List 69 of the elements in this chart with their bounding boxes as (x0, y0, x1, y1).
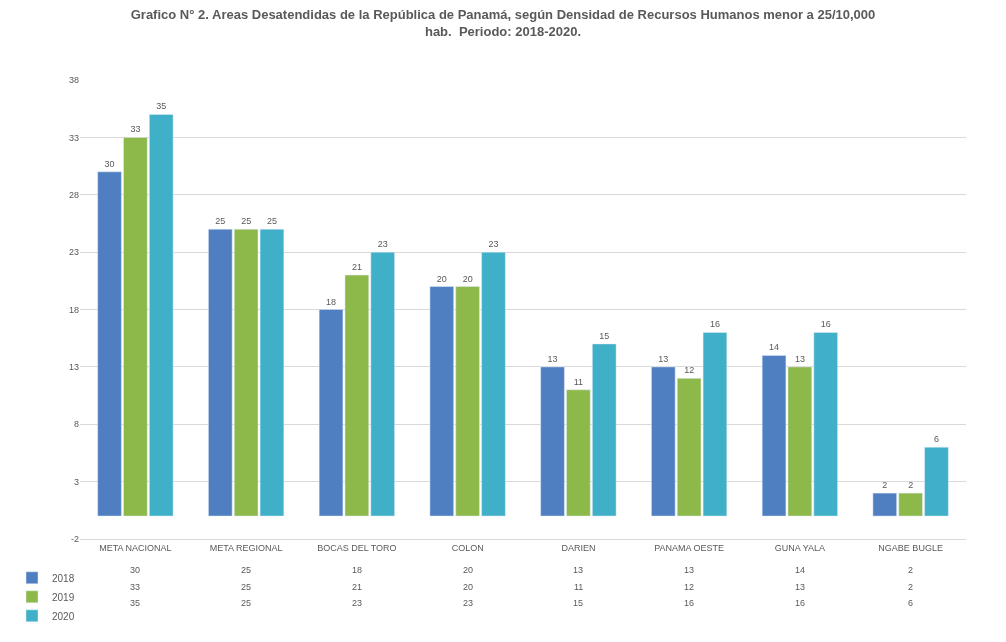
data-label: 23 (488, 239, 499, 250)
data-label: 2 (908, 480, 914, 491)
text: 20 (463, 582, 474, 592)
text: 33 (130, 582, 141, 592)
text: 23 (352, 598, 363, 608)
data-label: 14 (769, 342, 780, 353)
data-label: 25 (215, 216, 226, 227)
text: 16 (684, 598, 695, 608)
text: 13 (795, 582, 806, 592)
legend-label: 2020 (52, 610, 75, 622)
text: 25 (241, 598, 252, 608)
text: 25 (241, 565, 252, 575)
x-tick-label: META NACIONAL (99, 542, 172, 553)
y-tick-label: 28 (68, 189, 79, 200)
y-tick-label: 3 (73, 476, 79, 487)
data-label: 35 (156, 101, 167, 112)
data-label: 16 (820, 319, 831, 330)
text: 2 (908, 582, 914, 592)
y-tick-label: 18 (68, 304, 79, 315)
data-label: 2 (882, 480, 888, 491)
x-tick-label: NGABE BUGLE (878, 542, 943, 553)
x-tick-label: GUNA YALA (774, 542, 825, 553)
text: 11 (574, 582, 584, 592)
text: 12 (684, 582, 695, 592)
data-label: 16 (709, 319, 720, 330)
chart-title: Grafico N° 2. Areas Desatendidas de la República de Panamá, según Densidad de Recursos Humanos menor a 25/10,000 hab. Periodo: 2018-2020. (130, 7, 876, 40)
y-tick-label: 33 (68, 132, 79, 143)
text: 14 (795, 565, 806, 575)
text: 16 (795, 598, 806, 608)
data-label: 6 (933, 434, 939, 445)
data-label: 11 (573, 376, 584, 387)
text: 21 (352, 582, 363, 592)
text: 30 (130, 565, 141, 575)
y-tick-label: 8 (73, 419, 79, 430)
y-tick-label: -2 (70, 534, 79, 545)
data-label: 12 (684, 365, 695, 376)
x-tick-label: PANAMA OESTE (654, 542, 725, 553)
data-label: 13 (658, 353, 669, 364)
x-tick-label: BOCAS DEL TORO (317, 542, 397, 553)
x-tick-label: COLON (451, 542, 484, 553)
text: 13 (684, 565, 695, 575)
text: 18 (352, 565, 363, 575)
data-label: 21 (351, 262, 362, 273)
text: 23 (463, 598, 474, 608)
x-tick-label: META REGIONAL (209, 542, 283, 553)
legend-label: 2019 (52, 591, 75, 603)
text: 15 (573, 598, 584, 608)
data-label: 25 (266, 216, 277, 227)
data-label: 20 (436, 273, 447, 284)
text: 2 (908, 565, 914, 575)
y-tick-label: 23 (68, 247, 79, 258)
data-label: 18 (326, 296, 337, 307)
text: 20 (463, 565, 474, 575)
data-label: 13 (547, 353, 558, 364)
data-label: 15 (599, 330, 610, 341)
data-label: 20 (462, 273, 473, 284)
text: 35 (130, 598, 141, 608)
data-label: 30 (104, 158, 115, 169)
data-label: 25 (241, 216, 252, 227)
x-tick-label: DARIEN (561, 542, 596, 553)
data-label: 23 (377, 239, 388, 250)
text: 6 (908, 598, 914, 608)
data-label: 13 (794, 353, 805, 364)
data-label: 33 (130, 124, 141, 135)
legend-label: 2018 (52, 572, 75, 584)
text: 25 (241, 582, 252, 592)
y-tick-label: 13 (68, 362, 79, 373)
text: 13 (573, 565, 584, 575)
y-tick-label: 38 (68, 75, 79, 86)
